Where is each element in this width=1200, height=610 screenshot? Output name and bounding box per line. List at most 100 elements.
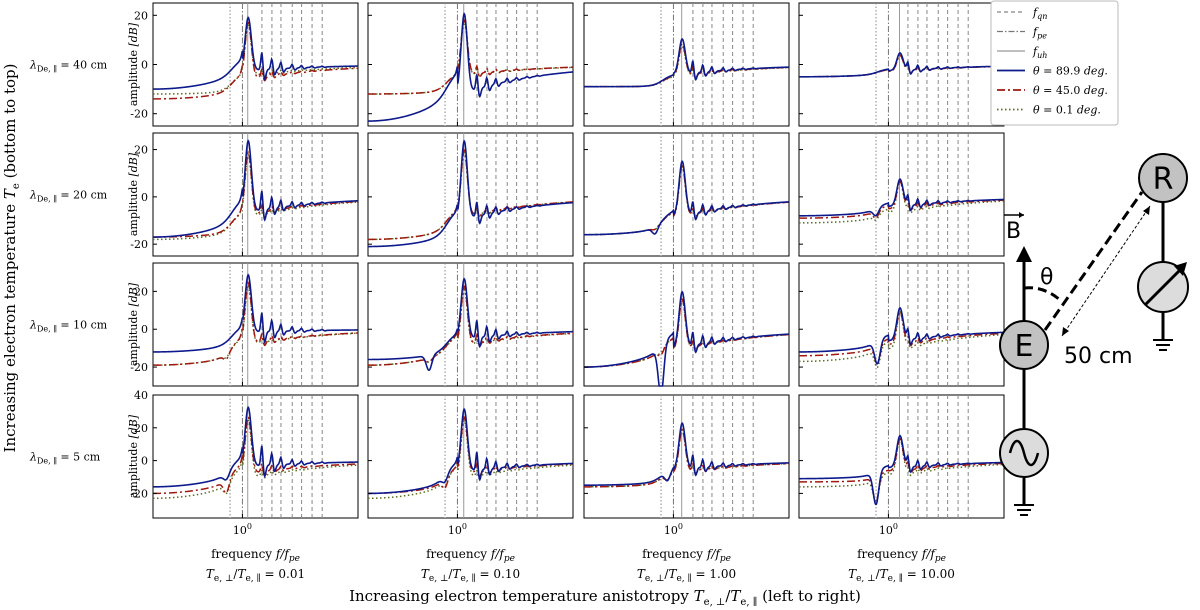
x-axis-label: frequency f/fpe bbox=[642, 547, 731, 564]
series-line-2 bbox=[153, 419, 359, 500]
legend-label: θ = 45.0 deg. bbox=[1033, 84, 1108, 97]
series-line-1 bbox=[153, 21, 359, 100]
distance-marker bbox=[1061, 205, 1151, 337]
legend: fqn fpe fuh θ = 89.9 deg. θ = 45.0 deg. θ = 0… bbox=[990, 0, 1119, 126]
subplot-r1-c0: -20 0 20 bbox=[130, 132, 359, 257]
receiver-node bbox=[1138, 153, 1188, 203]
subplot-r2-c2 bbox=[583, 262, 790, 387]
y-tick-label: 0 bbox=[141, 191, 148, 204]
plot-frame bbox=[367, 394, 574, 519]
series-line-0 bbox=[584, 37, 790, 88]
subplot-r3-c1: 100 bbox=[367, 394, 574, 537]
legend-label: θ = 89.9 deg. bbox=[1033, 65, 1108, 78]
series-line-0 bbox=[584, 290, 790, 387]
y-tick-label: 20 bbox=[134, 285, 148, 298]
x-axis-label: frequency f/fpe bbox=[857, 547, 946, 564]
x-axis-label: frequency f/fpe bbox=[211, 547, 300, 564]
ground-icon bbox=[1014, 504, 1034, 516]
series-line-2 bbox=[368, 419, 574, 500]
series-line-0 bbox=[368, 277, 574, 372]
series-line-0 bbox=[799, 178, 1005, 217]
y-axis-label: amplitude [dB] bbox=[127, 414, 140, 498]
plot-frame bbox=[152, 132, 359, 257]
row-label: λDe, ∥ = 5 cm bbox=[29, 451, 101, 466]
receiver-label: R bbox=[1153, 162, 1174, 197]
theta-arc bbox=[1023, 286, 1061, 302]
legend-label: fuh bbox=[1032, 45, 1047, 60]
series-line-0 bbox=[368, 139, 574, 248]
y-tick-label: 0 bbox=[141, 59, 148, 72]
plot-frame bbox=[798, 394, 1005, 519]
row-label: λDe, ∥ = 10 cm bbox=[29, 319, 108, 334]
series-line-1 bbox=[368, 18, 574, 95]
plot-frame bbox=[152, 394, 359, 519]
series-line-1 bbox=[153, 415, 359, 495]
emitter-node bbox=[999, 320, 1049, 370]
column-label: Te, ⊥/Te, ∥ = 10.00 bbox=[848, 567, 955, 584]
y-axis-label: amplitude [dB] bbox=[127, 282, 140, 366]
column-label: Te, ⊥/Te, ∥ = 0.01 bbox=[206, 567, 305, 584]
row-label: λDe, ∥ = 20 cm bbox=[29, 189, 108, 204]
y-tick-label: -20 bbox=[130, 361, 148, 374]
subplot-r2-c3 bbox=[798, 262, 1005, 387]
series-line-0 bbox=[368, 407, 574, 495]
legend-label: θ = 0.1 deg. bbox=[1033, 104, 1101, 117]
y-tick-label: 0 bbox=[141, 455, 148, 468]
meter-arrowhead bbox=[1174, 262, 1187, 276]
x-tick-label: 100 bbox=[448, 522, 467, 537]
series-line-1 bbox=[799, 437, 1005, 503]
subplot-r3-c2: 100 bbox=[583, 394, 790, 537]
y-tick-label: 0 bbox=[141, 323, 148, 336]
global-y-label: Increasing electron temperature Te (bott… bbox=[1, 64, 22, 453]
x-tick-label: 100 bbox=[879, 522, 898, 537]
plot-frame bbox=[798, 2, 1005, 127]
subplot-r2-c0: -20 0 20 bbox=[130, 262, 359, 387]
subplot-r2-c1 bbox=[367, 262, 574, 387]
series-line-2 bbox=[153, 153, 359, 241]
ground-icon bbox=[1153, 339, 1173, 351]
subplot-r1-c1 bbox=[367, 132, 574, 257]
column-label: Te, ⊥/Te, ∥ = 1.00 bbox=[637, 567, 736, 584]
x-axis-label: frequency f/fpe bbox=[426, 547, 515, 564]
global-x-label: Increasing electron temperature anistotr… bbox=[349, 587, 861, 608]
plot-frame bbox=[152, 262, 359, 387]
subplot-r3-c3: 100 bbox=[798, 394, 1005, 537]
line-of-sight bbox=[1043, 191, 1144, 331]
y-tick-label: -20 bbox=[130, 487, 148, 500]
sine-wave-icon bbox=[1008, 439, 1040, 467]
subplot-r1-c2 bbox=[583, 132, 790, 257]
series-line-0 bbox=[584, 421, 790, 486]
series-line-1 bbox=[368, 285, 574, 366]
subplot-r1-c3 bbox=[798, 132, 1005, 257]
series-line-0 bbox=[799, 434, 1005, 506]
y-tick-label: 20 bbox=[134, 9, 148, 22]
subplot-r0-c0: -20 0 20 bbox=[130, 2, 359, 127]
y-tick-label: -20 bbox=[130, 238, 148, 251]
subplot-r3-c0: -20 0 20 40 100 bbox=[130, 389, 359, 537]
row-label: λDe, ∥ = 40 cm bbox=[29, 59, 108, 74]
column-label: Te, ⊥/Te, ∥ = 0.10 bbox=[421, 567, 520, 584]
distance-label: 50 cm bbox=[1064, 344, 1133, 369]
series-line-0 bbox=[584, 160, 790, 236]
y-tick-label: -20 bbox=[130, 108, 148, 121]
y-tick-label: 20 bbox=[134, 422, 148, 435]
antenna-schematic: R B θ 50 cm E bbox=[999, 153, 1189, 516]
emitter-label: E bbox=[1015, 329, 1034, 364]
b-field-label: B bbox=[1006, 219, 1021, 244]
series-line-0 bbox=[367, 12, 574, 122]
theta-label: θ bbox=[1040, 265, 1053, 290]
y-tick-label: 40 bbox=[134, 389, 148, 402]
subplot-r0-c2 bbox=[583, 2, 790, 127]
y-tick-label: 20 bbox=[134, 144, 148, 157]
subplot-r0-c3 bbox=[798, 2, 1005, 127]
plot-frame bbox=[798, 262, 1005, 387]
series-line-1 bbox=[153, 150, 359, 238]
series-line-0 bbox=[152, 273, 359, 353]
x-tick-label: 100 bbox=[233, 522, 252, 537]
plot-frame bbox=[798, 132, 1005, 257]
legend-label: fqn bbox=[1032, 6, 1047, 21]
plot-frame bbox=[367, 262, 574, 387]
series-line-1 bbox=[368, 148, 574, 241]
